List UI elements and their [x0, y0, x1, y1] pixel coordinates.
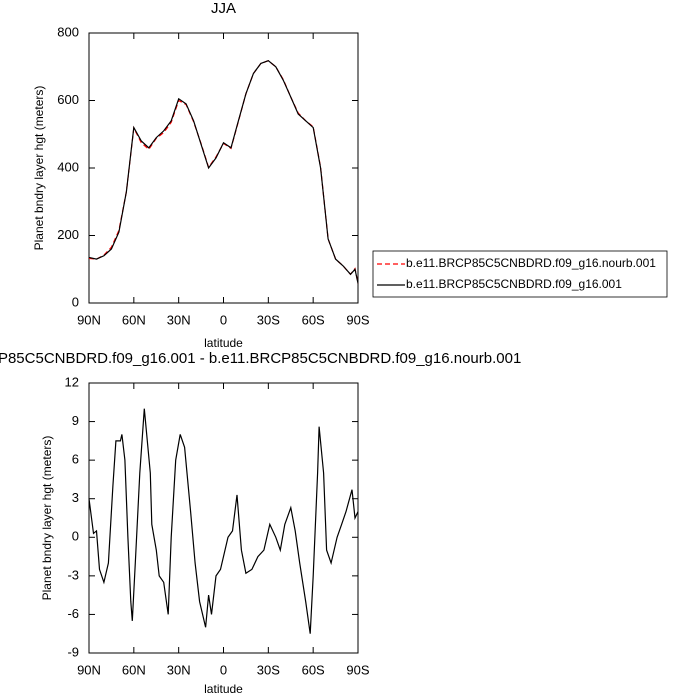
- plot-frame: [88, 32, 359, 304]
- y-tick-label: 3: [72, 490, 79, 505]
- y-tick-label: 600: [57, 92, 79, 107]
- x-tick-label: 90N: [77, 312, 101, 327]
- x-tick-label: 0: [220, 662, 227, 677]
- legend-box: [372, 250, 668, 298]
- y-tick-label: 12: [65, 374, 79, 389]
- x-tick-label: 60N: [122, 662, 146, 677]
- data-line: [88, 60, 359, 284]
- x-axis-label: latitude: [204, 336, 243, 350]
- x-axis-label: latitude: [204, 682, 243, 696]
- y-axis-label: Planet bndry layer hgt (meters): [40, 436, 54, 601]
- y-tick-label: 0: [72, 294, 79, 309]
- x-tick-label: 90S: [346, 662, 369, 677]
- x-tick-label: 0: [220, 312, 227, 327]
- y-tick-label: 6: [72, 452, 79, 467]
- x-tick-label: 30N: [167, 312, 191, 327]
- chart-title: JJA: [211, 0, 236, 17]
- x-tick-label: 90S: [346, 312, 369, 327]
- legend-label: b.e11.BRCP85C5CNBDRD.f09_g16.001: [406, 277, 622, 291]
- data-line: [88, 60, 359, 284]
- x-tick-label: 60S: [302, 662, 325, 677]
- y-axis-label: Planet bndry layer hgt (meters): [32, 86, 46, 251]
- x-tick-label: 60S: [302, 312, 325, 327]
- x-tick-label: 30S: [257, 662, 280, 677]
- y-tick-label: 800: [57, 24, 79, 39]
- x-tick-label: 30N: [167, 662, 191, 677]
- chart-title: b.e11.BRCP85C5CNBDRD.f09_g16.001 - b.e11…: [0, 350, 521, 367]
- y-tick-label: 200: [57, 227, 79, 242]
- y-tick-label: -9: [67, 644, 79, 659]
- legend-label: b.e11.BRCP85C5CNBDRD.f09_g16.nourb.001: [406, 256, 656, 270]
- y-tick-label: 400: [57, 159, 79, 174]
- x-tick-label: 60N: [122, 312, 146, 327]
- x-tick-label: 30S: [257, 312, 280, 327]
- y-tick-label: 9: [72, 413, 79, 428]
- y-tick-label: 0: [72, 529, 79, 544]
- data-line: [88, 408, 359, 634]
- y-tick-label: -6: [67, 606, 79, 621]
- y-tick-label: -3: [67, 567, 79, 582]
- x-tick-label: 90N: [77, 662, 101, 677]
- plot-frame: [88, 382, 359, 654]
